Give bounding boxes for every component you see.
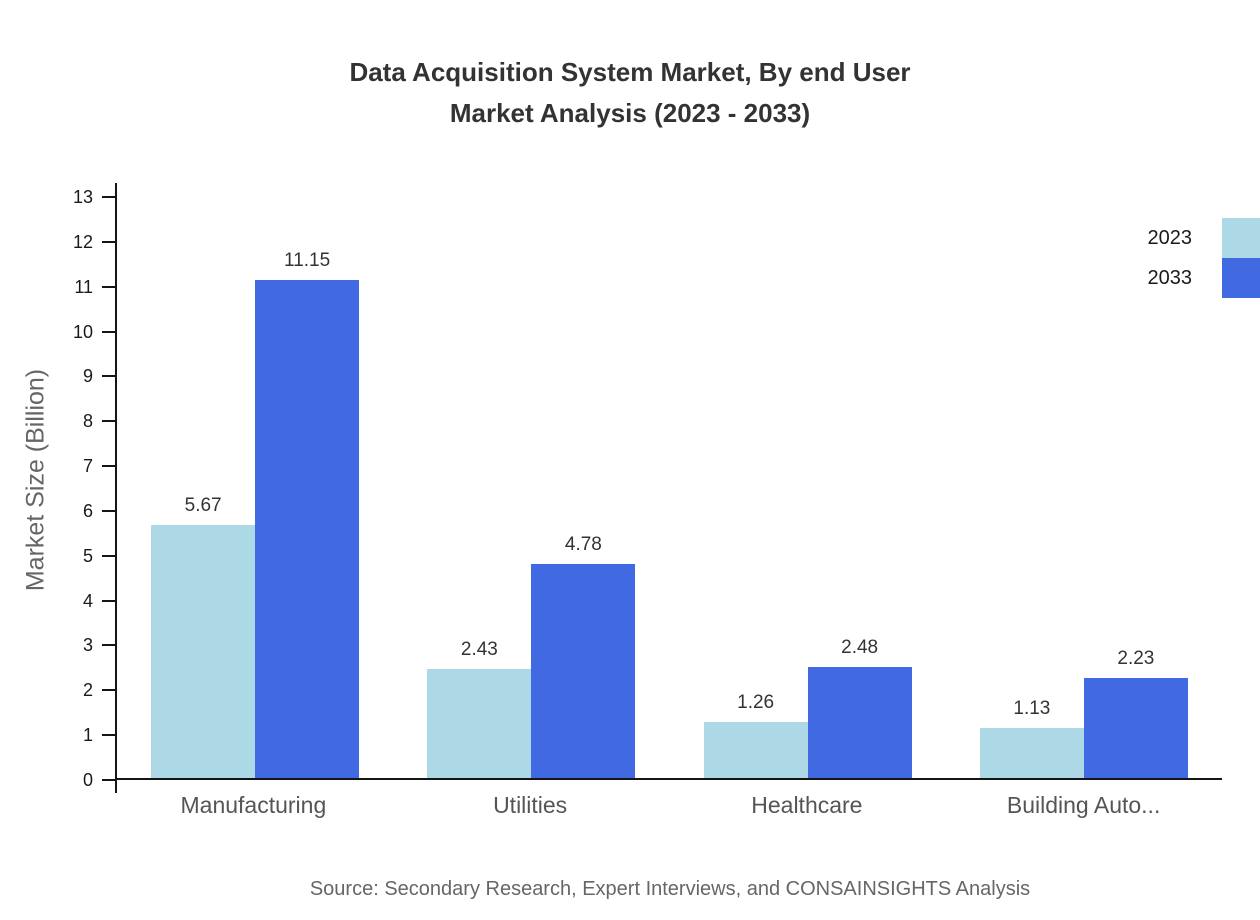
y-tick-mark xyxy=(102,240,115,243)
x-axis-labels: Manufacturing Utilities Healthcare Building… xyxy=(115,792,1222,819)
y-tick-label: 5 xyxy=(82,545,93,566)
y-tick-label: 0 xyxy=(82,770,93,790)
y-tick-mark xyxy=(102,420,115,423)
legend-label: 2033 xyxy=(1147,266,1193,289)
bar-value-label: 1.26 xyxy=(737,691,775,713)
y-axis: 0 1 2 3 4 5 6 7 8 9 10 11 12 13 xyxy=(0,187,115,790)
bar: 5.67 xyxy=(151,495,256,778)
bar-value-label: 2.23 xyxy=(1117,648,1155,670)
y-tick-mark xyxy=(102,599,115,602)
legend-item: 2023 xyxy=(1148,218,1260,258)
y-tick-label: 10 xyxy=(72,321,93,342)
x-category-label: Manufacturing xyxy=(180,792,327,818)
y-tick-mark xyxy=(102,196,115,198)
y-tick-label: 2 xyxy=(82,680,93,701)
bar-value-label: 5.67 xyxy=(184,494,222,516)
y-tick-label: 1 xyxy=(82,725,93,746)
y-tick-label: 12 xyxy=(72,231,93,252)
y-tick-label: 8 xyxy=(82,411,93,432)
bar-group: 1.13 2.23 xyxy=(946,197,1222,778)
legend-item: 2033 xyxy=(1148,258,1260,298)
bar: 2.48 xyxy=(807,637,912,778)
y-tick-mark xyxy=(102,554,115,557)
y-tick-mark xyxy=(102,330,115,333)
plot-area: 5.67 11.15 2.43 4.78 1.26 2.48 1.13 2.23 xyxy=(115,183,1222,793)
bar: 2.23 xyxy=(1083,648,1188,778)
bar-value-label: 2.48 xyxy=(841,637,879,659)
x-category-label: Building Auto... xyxy=(1006,792,1161,818)
bar-value-label: 11.15 xyxy=(284,249,331,271)
bar-value-label: 4.78 xyxy=(564,534,602,556)
bar: 2.43 xyxy=(427,639,532,778)
bar: 1.13 xyxy=(979,698,1084,778)
x-category-label: Utilities xyxy=(493,792,568,818)
y-tick-label: 13 xyxy=(72,187,93,207)
y-tick-label: 6 xyxy=(82,500,93,521)
y-tick-mark xyxy=(102,509,115,512)
legend-swatch xyxy=(1222,258,1260,298)
bar: 1.26 xyxy=(703,692,808,778)
y-tick-mark xyxy=(102,779,115,781)
chart-title-line2: Market Analysis (2023 - 2033) xyxy=(449,98,811,128)
bar-group: 1.26 2.48 xyxy=(670,197,946,778)
y-tick-mark xyxy=(102,689,115,692)
y-tick-label: 9 xyxy=(82,366,93,387)
bar-value-label: 2.43 xyxy=(460,639,498,661)
bar-value-label: 1.13 xyxy=(1013,697,1051,719)
x-category-label: Healthcare xyxy=(751,792,863,818)
y-tick-mark xyxy=(102,644,115,647)
y-tick-mark xyxy=(102,375,115,378)
y-axis-line-extension xyxy=(115,183,117,197)
bar: 11.15 xyxy=(255,250,360,778)
y-tick-label: 7 xyxy=(82,456,93,477)
legend: 2023 2033 xyxy=(1148,218,1260,298)
chart-title: Data Acquisition System Market, By end U… xyxy=(0,52,1260,134)
y-tick-label: 3 xyxy=(82,635,93,656)
y-tick-mark xyxy=(102,465,115,468)
y-tick-mark xyxy=(102,734,115,737)
bar-group: 2.43 4.78 xyxy=(393,197,669,778)
origin-tick-mark xyxy=(115,780,117,793)
legend-swatch xyxy=(1222,218,1260,258)
y-tick-label: 11 xyxy=(74,276,93,297)
y-tick-mark xyxy=(102,285,115,288)
bar: 4.78 xyxy=(531,534,636,778)
legend-label: 2023 xyxy=(1147,226,1193,249)
chart-title-line1: Data Acquisition System Market, By end U… xyxy=(349,57,911,87)
bar-group: 5.67 11.15 xyxy=(117,197,393,778)
y-tick-label: 4 xyxy=(82,590,93,611)
source-note: Source: Secondary Research, Expert Inter… xyxy=(309,878,1031,900)
